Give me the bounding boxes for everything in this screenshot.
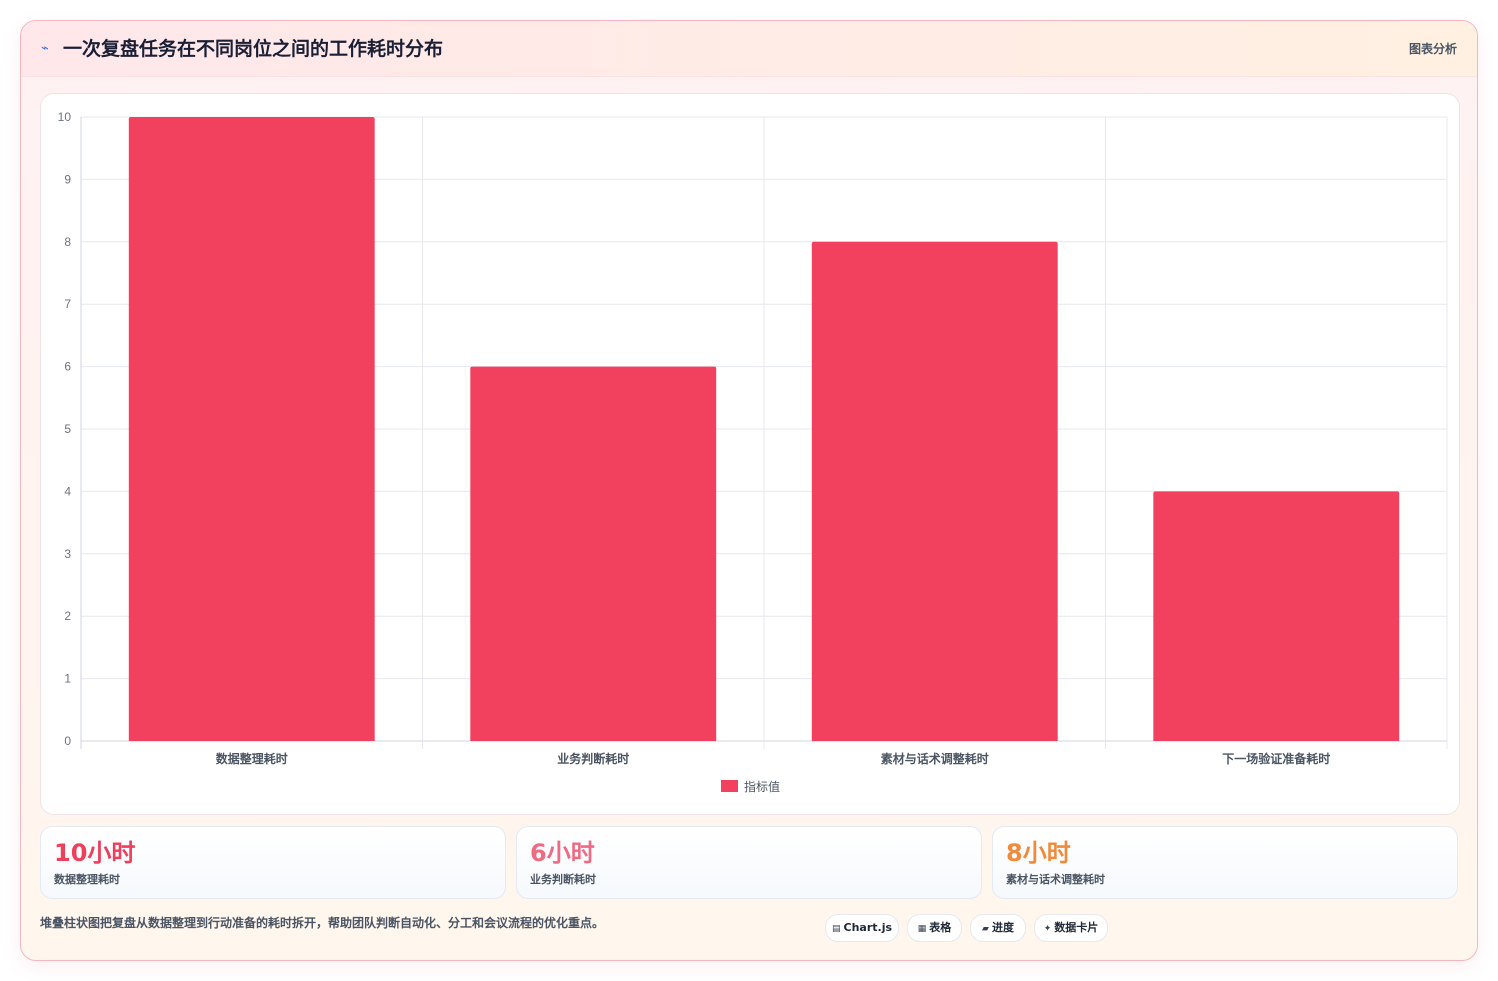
y-tick-label: 4 xyxy=(64,484,71,498)
bar xyxy=(470,366,717,741)
stat-label: 素材与话术调整耗时 xyxy=(1006,873,1105,886)
y-tick-label: 7 xyxy=(64,297,71,311)
panel-header: ⌁ 一次复盘任务在不同岗位之间的工作耗时分布 图表分析 xyxy=(21,21,1477,77)
legend-label: 指标值 xyxy=(744,779,781,794)
stat-value: 8小时 xyxy=(1006,839,1071,867)
stat-card-data-cleanup: 10小时 数据整理耗时 xyxy=(40,826,506,899)
chart-panel: ⌁ 一次复盘任务在不同岗位之间的工作耗时分布 图表分析 0 1 2 3 4 5 6 7 8 9 10… xyxy=(20,20,1478,961)
stat-card-business-judgement: 6小时 业务判断耗时 xyxy=(516,826,982,899)
table-icon: ▦ xyxy=(917,924,927,934)
y-tick-label: 2 xyxy=(64,609,71,623)
chip-label: 表格 xyxy=(929,921,952,934)
stat-value: 10小时 xyxy=(54,839,136,867)
header-tag: 图表分析 xyxy=(1408,42,1457,56)
x-tick-label: 素材与话术调整耗时 xyxy=(881,751,989,766)
bolt-icon: ⌁ xyxy=(41,41,49,56)
chip-data-cards[interactable]: ✦ 数据卡片 xyxy=(1034,914,1108,942)
stat-label: 数据整理耗时 xyxy=(54,873,120,886)
chip-label: 数据卡片 xyxy=(1054,921,1099,934)
chart-legend[interactable]: 指标值 xyxy=(721,778,780,794)
bar-chart: 0 1 2 3 4 5 6 7 8 9 10 数据整理耗时 业务判断耗时 素材与话术调整耗时 下一场验证准备… xyxy=(58,110,1448,766)
y-tick-label: 3 xyxy=(64,547,71,561)
chip-chartjs[interactable]: ▤ Chart.js xyxy=(825,914,899,942)
x-tick-label: 数据整理耗时 xyxy=(216,751,288,766)
sparkle-icon: ✦ xyxy=(1043,924,1052,934)
chip-label: Chart.js xyxy=(843,921,893,934)
y-tick-label: 8 xyxy=(64,235,71,249)
bar xyxy=(128,117,375,741)
y-tick-label: 10 xyxy=(58,110,72,124)
x-tick-label: 下一场验证准备耗时 xyxy=(1222,751,1330,766)
chip-label: 进度 xyxy=(991,921,1014,934)
progress-icon: ▰ xyxy=(982,924,989,934)
chart-card: 0 1 2 3 4 5 6 7 8 9 10 数据整理耗时 业务判断耗时 素材与话术调整耗时 下一场验证准备… xyxy=(40,93,1460,815)
x-tick-label: 业务判断耗时 xyxy=(557,751,629,766)
y-tick-label: 9 xyxy=(64,172,71,186)
bar xyxy=(1153,491,1400,741)
chip-table[interactable]: ▦ 表格 xyxy=(907,914,962,942)
stat-label: 业务判断耗时 xyxy=(530,873,596,886)
chip-progress[interactable]: ▰ 进度 xyxy=(970,914,1026,942)
footnote: 堆叠柱状图把复盘从数据整理到行动准备的耗时拆开，帮助团队判断自动化、分工和会议流… xyxy=(40,916,605,930)
chart-icon: ▤ xyxy=(831,924,841,934)
y-tick-label: 1 xyxy=(64,672,71,686)
y-tick-label: 6 xyxy=(64,360,71,374)
y-tick-label: 5 xyxy=(64,422,71,436)
stat-value: 6小时 xyxy=(530,839,595,867)
page-title: 一次复盘任务在不同岗位之间的工作耗时分布 xyxy=(63,38,444,60)
legend-swatch xyxy=(721,780,738,792)
y-tick-label: 0 xyxy=(64,734,71,748)
stat-card-material-adjust: 8小时 素材与话术调整耗时 xyxy=(992,826,1458,899)
bar xyxy=(811,241,1058,742)
